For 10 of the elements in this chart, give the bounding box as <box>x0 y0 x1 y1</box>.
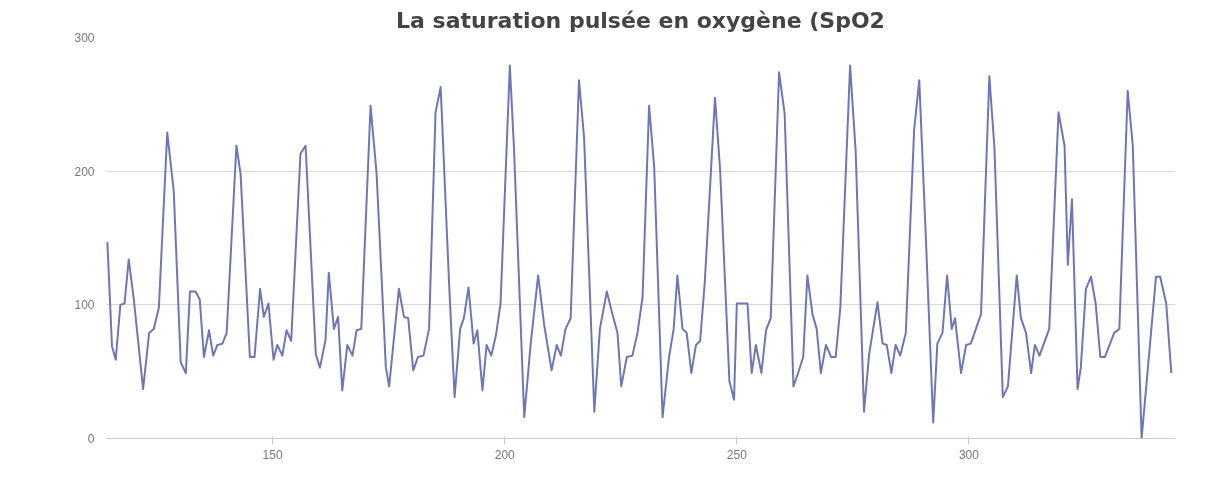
y-tick-label: 200 <box>74 164 95 179</box>
x-tick-label: 150 <box>262 447 283 462</box>
chart-title: La saturation pulsée en oxygène (SpO2 <box>396 7 885 33</box>
x-tick-label: 200 <box>494 447 516 462</box>
x-tick-label: 250 <box>726 447 748 462</box>
y-tick-label: 300 <box>74 31 95 45</box>
line-series <box>106 64 1173 439</box>
y-tick-label: 0 <box>87 432 95 446</box>
y-tick-label: 100 <box>74 298 95 313</box>
x-tick-label: 300 <box>958 447 980 462</box>
